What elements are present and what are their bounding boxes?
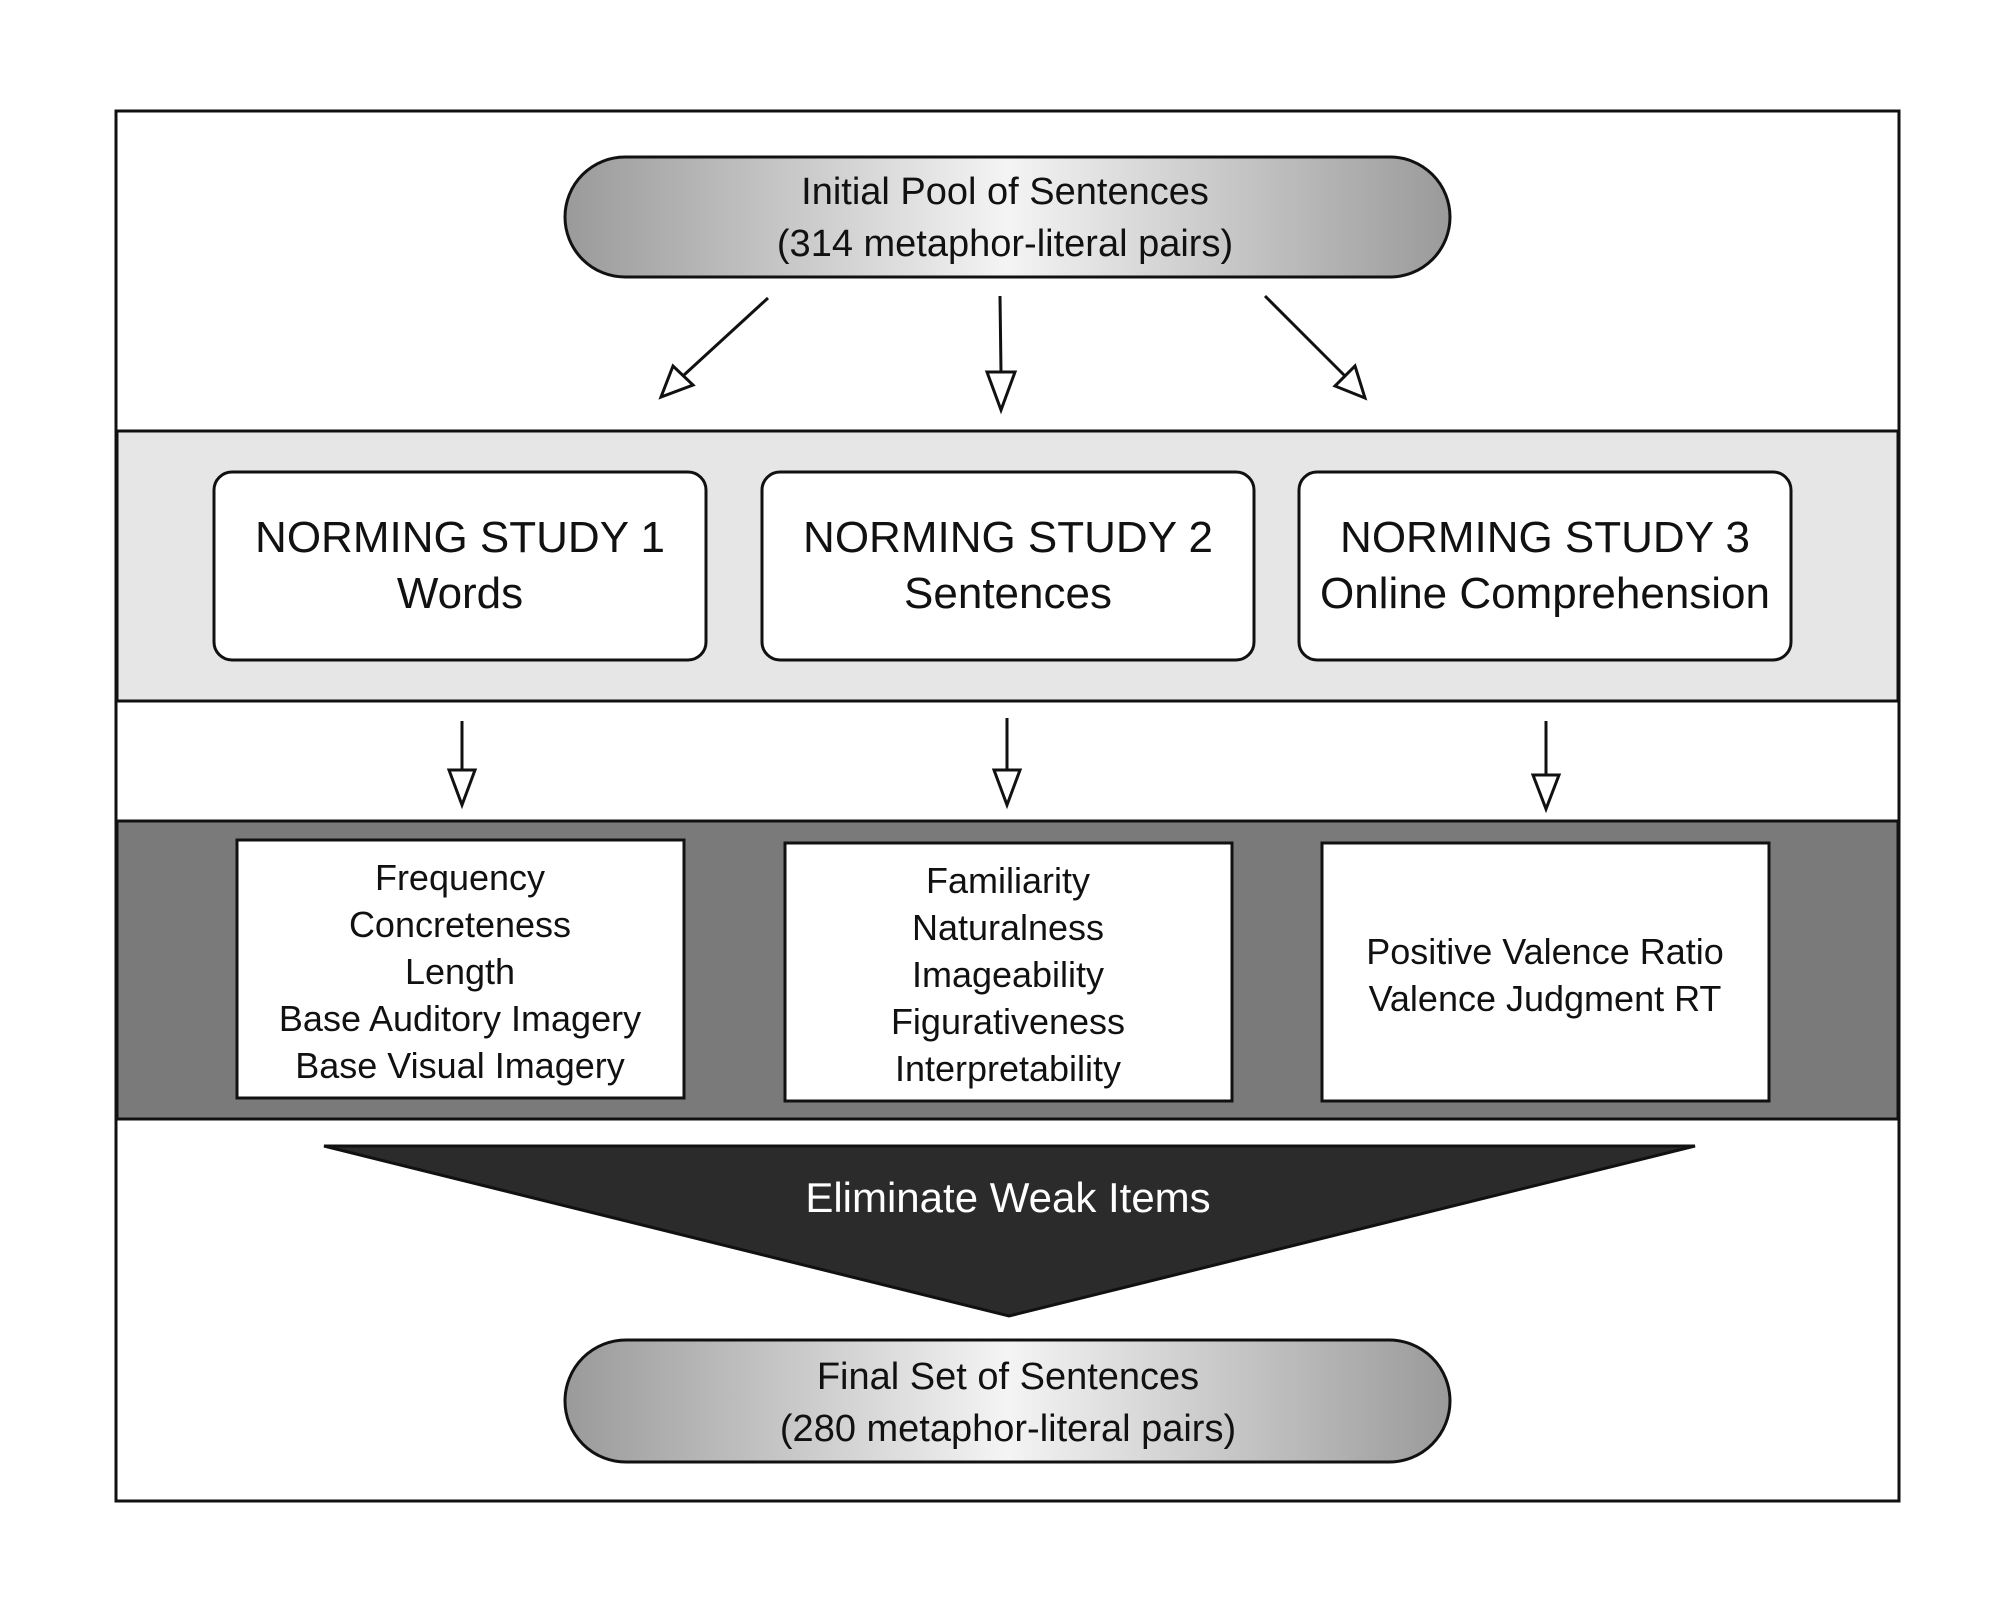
study-1-title: NORMING STUDY 1 [255, 513, 665, 562]
measure-item: Length [405, 951, 515, 992]
measure-item: Naturalness [912, 907, 1104, 948]
measure-item: Frequency [375, 857, 545, 898]
final-set-line2: (280 metaphor-literal pairs) [780, 1408, 1236, 1450]
study-box-3: NORMING STUDY 3 Online Comprehension [1297, 470, 1793, 662]
study-2-subtitle: Sentences [904, 569, 1112, 618]
measure-item: Figurativeness [891, 1001, 1125, 1042]
measures-box-1: Frequency Concreteness Length Base Audit… [235, 838, 686, 1100]
measure-item: Imageability [912, 954, 1104, 995]
measure-item: Base Auditory Imagery [279, 998, 641, 1039]
eliminate-funnel: Eliminate Weak Items [323, 1144, 1696, 1318]
final-set-line1: Final Set of Sentences [817, 1356, 1199, 1398]
study-3-subtitle: Online Comprehension [1320, 569, 1770, 618]
arrow-pool-to-study-2 [984, 295, 1018, 415]
arrow-study-1-to-measures [446, 721, 478, 810]
measure-item: Interpretability [895, 1048, 1121, 1089]
measures-box-3: Positive Valence Ratio Valence Judgment … [1320, 841, 1771, 1103]
study-box-2: NORMING STUDY 2 Sentences [760, 470, 1256, 662]
study-2-title: NORMING STUDY 2 [803, 513, 1213, 562]
initial-pool-line2: (314 metaphor-literal pairs) [777, 223, 1233, 265]
measure-item: Valence Judgment RT [1369, 978, 1722, 1019]
funnel-label: Eliminate Weak Items [805, 1174, 1210, 1221]
measure-item: Base Visual Imagery [295, 1045, 625, 1086]
initial-pool-node: Initial Pool of Sentences (314 metaphor-… [563, 155, 1452, 279]
study-1-subtitle: Words [397, 569, 523, 618]
final-set-node: Final Set of Sentences (280 metaphor-lit… [563, 1338, 1452, 1464]
measure-item: Concreteness [349, 904, 571, 945]
arrow-study-3-to-measures [1530, 721, 1562, 814]
arrow-pool-to-study-3 [1263, 294, 1368, 401]
arrow-pool-to-study-1 [658, 296, 770, 400]
measure-item: Familiarity [926, 860, 1090, 901]
arrow-study-2-to-measures [991, 718, 1023, 810]
measures-box-2: Familiarity Naturalness Imageability Fig… [783, 841, 1234, 1103]
measure-item: Positive Valence Ratio [1366, 931, 1724, 972]
study-3-title: NORMING STUDY 3 [1340, 513, 1750, 562]
study-box-1: NORMING STUDY 1 Words [212, 470, 708, 662]
initial-pool-line1: Initial Pool of Sentences [801, 171, 1209, 213]
